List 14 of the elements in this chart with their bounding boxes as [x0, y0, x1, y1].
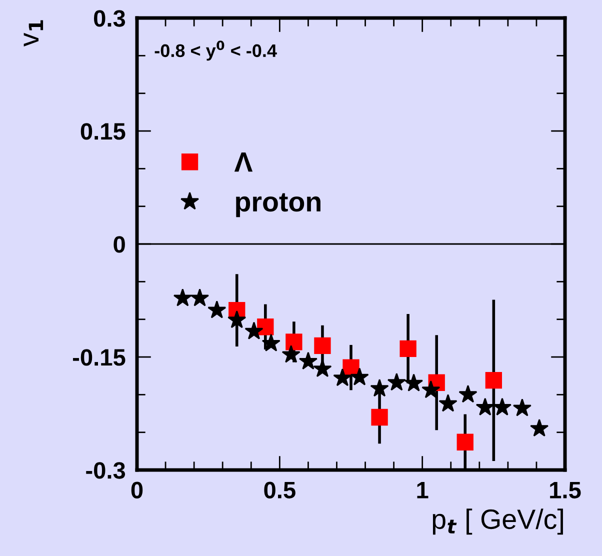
y-tick-label: 0	[114, 236, 125, 253]
x-axis-title: p$_{t}$ [ GeV/c]	[432, 508, 563, 535]
x-tick-label: 1.5	[550, 482, 581, 498]
x-tick-label: 1	[417, 482, 428, 498]
y-tick-label: -0.15	[73, 349, 126, 366]
x-tick-label: 0	[131, 482, 143, 498]
y-axis-title: v$_{1}$	[24, 20, 44, 47]
y-tick-label: 0.15	[80, 123, 126, 140]
y-tick-label: 0.3	[94, 10, 126, 27]
annotation: -0.8 < y$^{0}$ < -0.4	[154, 40, 277, 61]
x-tick-label: 0.5	[264, 482, 296, 498]
y-tick-label: -0.3	[86, 462, 126, 479]
legend-label: Λ	[234, 152, 253, 172]
legend-label: proton	[236, 193, 320, 218]
